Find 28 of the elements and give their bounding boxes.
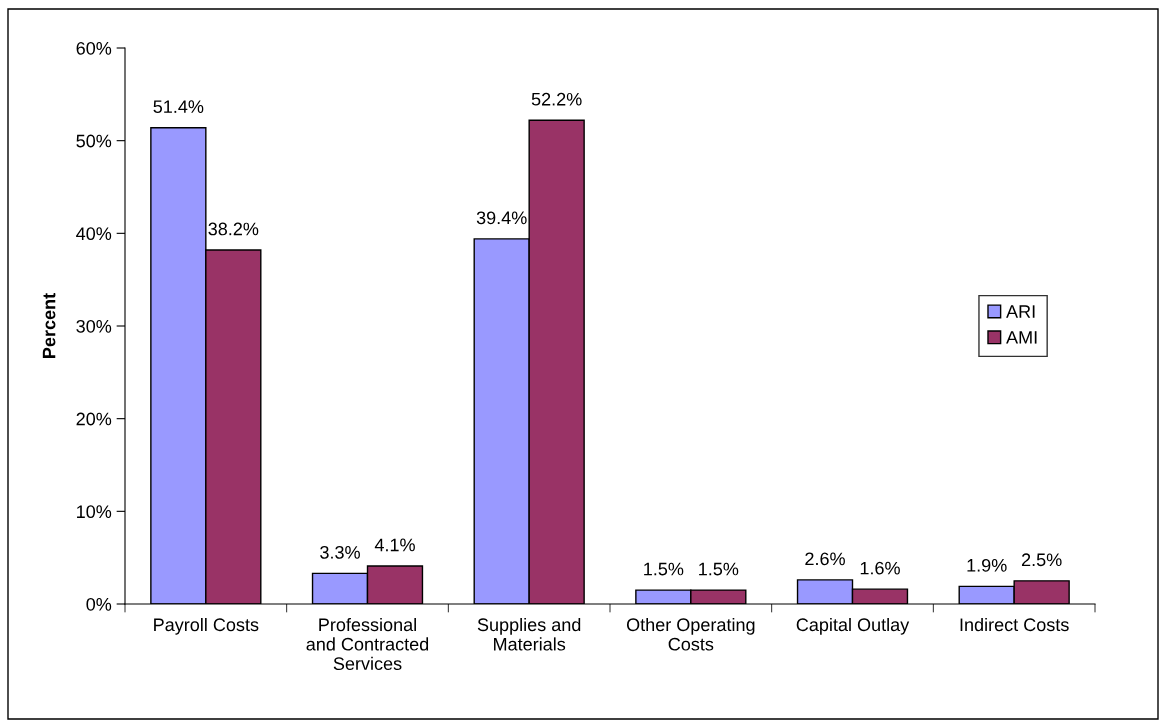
legend-label: AMI [1006,331,1037,344]
x-tick-label: Indirect Costs [960,617,1069,632]
data-label: 39.4% [476,211,527,225]
y-tick-label: 40% [76,227,112,241]
y-tick-label: 50% [76,134,112,148]
data-label: 1.5% [699,562,739,576]
y-tick-label: 0% [86,597,112,611]
data-label: 1.9% [967,558,1007,572]
data-label: 2.6% [805,552,845,566]
data-label: 38.2% [208,222,259,236]
x-tick-label: Professional and Contracted Services [306,617,429,671]
data-label: 2.5% [1021,553,1062,567]
x-tick-label: Other Operating Costs [626,617,755,651]
y-tick-label: 30% [76,319,112,333]
y-axis-title: Percent [42,293,56,358]
data-label: 1.5% [644,562,684,576]
x-tick-label: Capital Outlay [796,617,910,635]
y-tick-label: 60% [76,41,112,55]
x-tick-label: Supplies and Materials [477,617,581,651]
y-tick-label: 10% [77,505,112,519]
data-label: 51.4% [153,100,204,114]
x-tick-label: Payroll Costs [154,617,259,635]
data-label: 3.3% [320,545,360,559]
y-tick-label: 20% [76,412,112,426]
data-label: 4.1% [374,538,415,552]
data-label: 1.6% [860,561,900,575]
data-label: 52.2% [531,92,582,106]
legend-label: ARI [1006,305,1035,318]
